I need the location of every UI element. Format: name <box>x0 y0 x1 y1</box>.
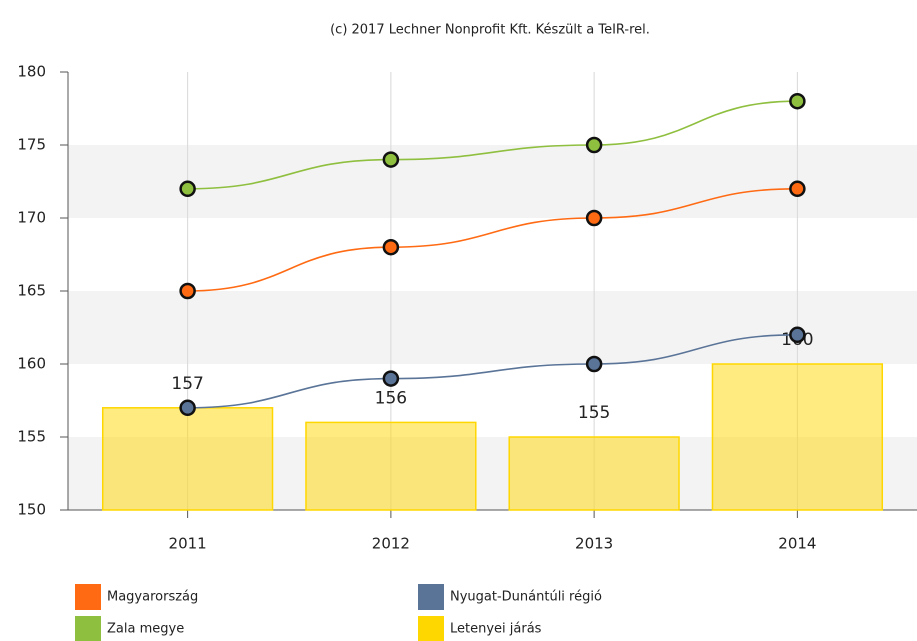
line <box>187 188 798 292</box>
chart-title: (c) 2017 Lechner Nonprofit Kft. Készült … <box>330 23 650 38</box>
bar <box>711 363 884 511</box>
legend-label: Magyarország <box>107 590 198 605</box>
point <box>179 282 196 300</box>
legend-swatch <box>418 584 444 610</box>
data-label: 155 <box>578 403 610 423</box>
point <box>789 180 806 198</box>
line <box>187 334 798 409</box>
legend-swatch <box>75 616 101 641</box>
bar <box>305 421 477 511</box>
grid-band <box>68 145 917 218</box>
point <box>179 399 196 417</box>
y-tick-label: 165 <box>17 282 46 300</box>
y-tick-label: 160 <box>17 355 46 373</box>
y-tick-label: 175 <box>17 136 46 154</box>
y-tick-label: 155 <box>17 428 46 446</box>
data-label: 157 <box>171 374 203 394</box>
data-label: 156 <box>375 388 407 408</box>
legend-label: Letenyei járás <box>450 622 542 637</box>
x-tick-label: 2014 <box>778 535 816 553</box>
point <box>382 151 400 168</box>
x-tick-label: 2012 <box>372 535 410 553</box>
point <box>179 180 196 198</box>
x-tick-label: 2011 <box>169 535 207 553</box>
point <box>382 238 400 256</box>
point <box>585 136 603 154</box>
x-tick-label: 2013 <box>575 535 613 553</box>
legend-swatch <box>75 584 101 610</box>
bar <box>508 436 680 511</box>
line <box>187 100 798 190</box>
point <box>382 370 400 387</box>
bar <box>101 407 274 511</box>
point <box>789 326 806 344</box>
legend-label: Nyugat-Dunántúli régió <box>450 590 602 605</box>
grid-band <box>68 291 917 364</box>
y-tick-label: 170 <box>17 209 46 227</box>
y-tick-label: 180 <box>17 63 46 81</box>
point <box>585 355 603 373</box>
legend-label: Zala megye <box>107 622 184 637</box>
legend-swatch <box>418 616 444 641</box>
point <box>789 92 806 110</box>
point <box>585 209 603 227</box>
y-tick-label: 150 <box>17 501 46 519</box>
